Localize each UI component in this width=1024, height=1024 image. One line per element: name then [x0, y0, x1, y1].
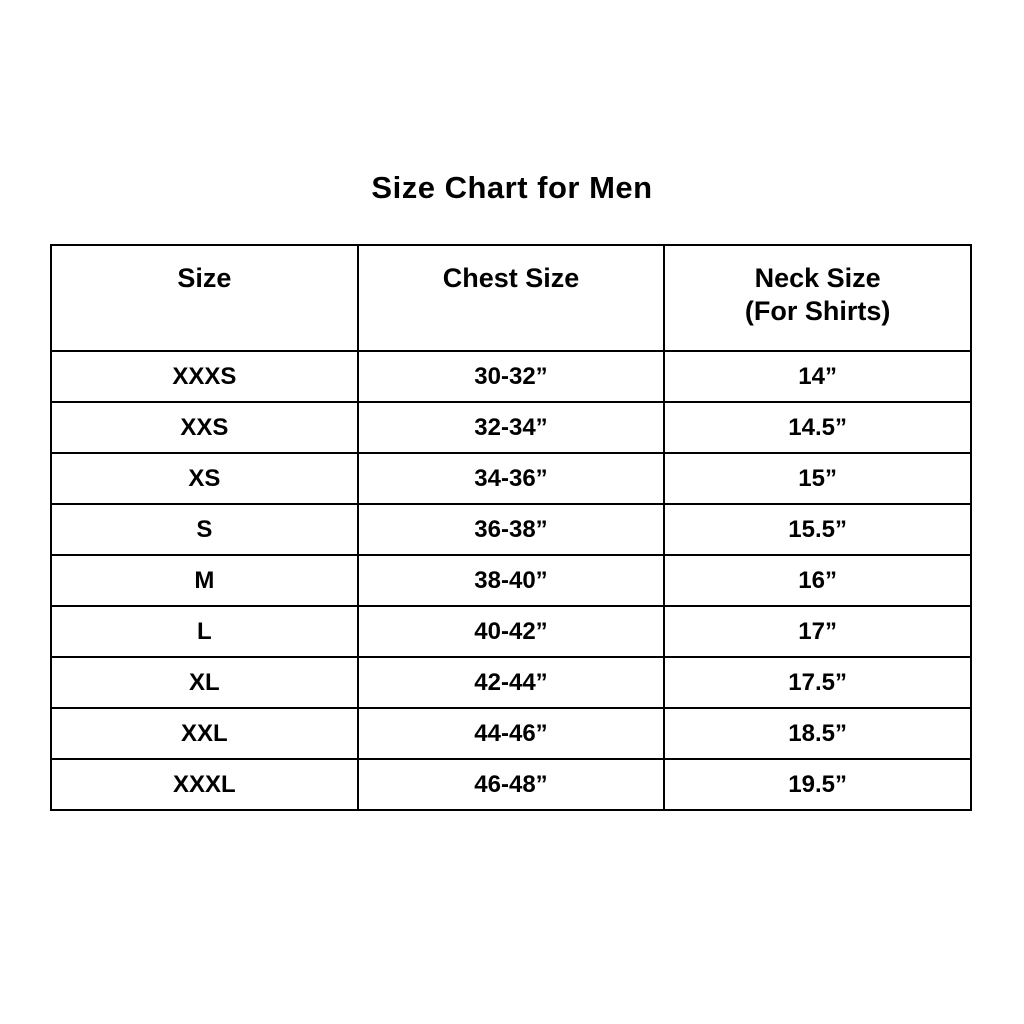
- cell-chest-size: 40-42”: [356, 605, 666, 658]
- column-header-neck-size: Neck Size (For Shirts): [663, 244, 972, 352]
- cell-size: XXS: [50, 401, 359, 454]
- size-chart-table: Size Chest Size Neck Size (For Shirts) X…: [50, 244, 972, 811]
- cell-chest-size: 34-36”: [356, 452, 666, 505]
- table-row: XXXL 46-48” 19.5”: [50, 758, 972, 811]
- table-row: XXL 44-46” 18.5”: [50, 707, 972, 760]
- cell-size: M: [50, 554, 359, 607]
- cell-neck-size: 17.5”: [663, 656, 972, 709]
- column-header-neck-size-label: Neck Size: [754, 263, 881, 293]
- column-header-neck-size-sublabel: (For Shirts): [744, 296, 891, 326]
- cell-chest-size: 32-34”: [356, 401, 666, 454]
- table-row: XS 34-36” 15”: [50, 452, 972, 505]
- cell-neck-size: 19.5”: [663, 758, 972, 811]
- cell-size: XXXL: [50, 758, 359, 811]
- column-header-chest-size: Chest Size: [356, 244, 666, 352]
- cell-neck-size: 15”: [663, 452, 972, 505]
- column-header-size: Size: [50, 244, 359, 352]
- cell-size: XXL: [50, 707, 359, 760]
- cell-size: S: [50, 503, 359, 556]
- page-title: Size Chart for Men: [371, 170, 653, 205]
- table-row: M 38-40” 16”: [50, 554, 972, 607]
- cell-neck-size: 18.5”: [663, 707, 972, 760]
- table-row: L 40-42” 17”: [50, 605, 972, 658]
- table-row: S 36-38” 15.5”: [50, 503, 972, 556]
- cell-neck-size: 14.5”: [663, 401, 972, 454]
- table-header-row: Size Chest Size Neck Size (For Shirts): [50, 244, 972, 352]
- cell-neck-size: 16”: [663, 554, 972, 607]
- cell-neck-size: 15.5”: [663, 503, 972, 556]
- table-row: XL 42-44” 17.5”: [50, 656, 972, 709]
- column-header-size-label: Size: [177, 263, 232, 293]
- cell-chest-size: 38-40”: [356, 554, 666, 607]
- cell-chest-size: 42-44”: [356, 656, 666, 709]
- cell-size: XXXS: [50, 350, 359, 403]
- cell-chest-size: 30-32”: [356, 350, 666, 403]
- cell-chest-size: 36-38”: [356, 503, 666, 556]
- cell-chest-size: 44-46”: [356, 707, 666, 760]
- cell-chest-size: 46-48”: [356, 758, 666, 811]
- cell-neck-size: 17”: [663, 605, 972, 658]
- column-header-chest-size-label: Chest Size: [442, 263, 580, 293]
- table-row: XXS 32-34” 14.5”: [50, 401, 972, 454]
- cell-neck-size: 14”: [663, 350, 972, 403]
- cell-size: XL: [50, 656, 359, 709]
- cell-size: L: [50, 605, 359, 658]
- table-row: XXXS 30-32” 14”: [50, 350, 972, 403]
- cell-size: XS: [50, 452, 359, 505]
